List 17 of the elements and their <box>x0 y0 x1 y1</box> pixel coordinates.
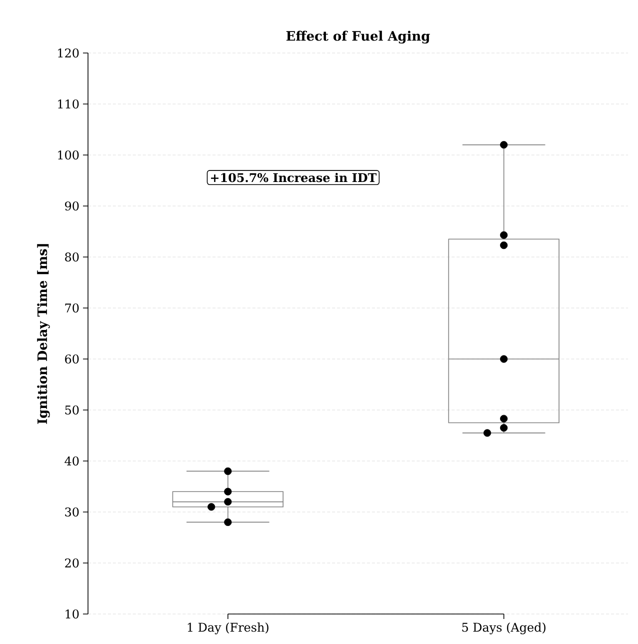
y-tick-label: 70 <box>65 303 79 313</box>
x-tick-label: 1 Day (Fresh) <box>188 622 268 634</box>
y-tick-label: 100 <box>58 150 79 160</box>
y-tick-label: 30 <box>65 507 79 517</box>
y-tick-label: 20 <box>65 558 79 568</box>
y-tick-label: 120 <box>58 48 79 58</box>
y-tick-label: 110 <box>58 99 79 109</box>
y-tick-label: 80 <box>65 252 79 262</box>
y-tick-label: 60 <box>65 354 79 364</box>
y-tick-label: 50 <box>65 405 79 415</box>
x-tick-label: 5 Days (Aged) <box>462 622 546 634</box>
annotation: +105.7% Increase in IDT <box>211 172 377 182</box>
y-tick-label: 10 <box>66 609 79 619</box>
y-axis-title: Ignition Delay Time [ms] <box>37 244 50 424</box>
y-tick-label: 40 <box>64 456 79 466</box>
y-tick-label: 90 <box>65 201 79 211</box>
chart-title: Effect of Fuel Aging <box>286 30 430 44</box>
